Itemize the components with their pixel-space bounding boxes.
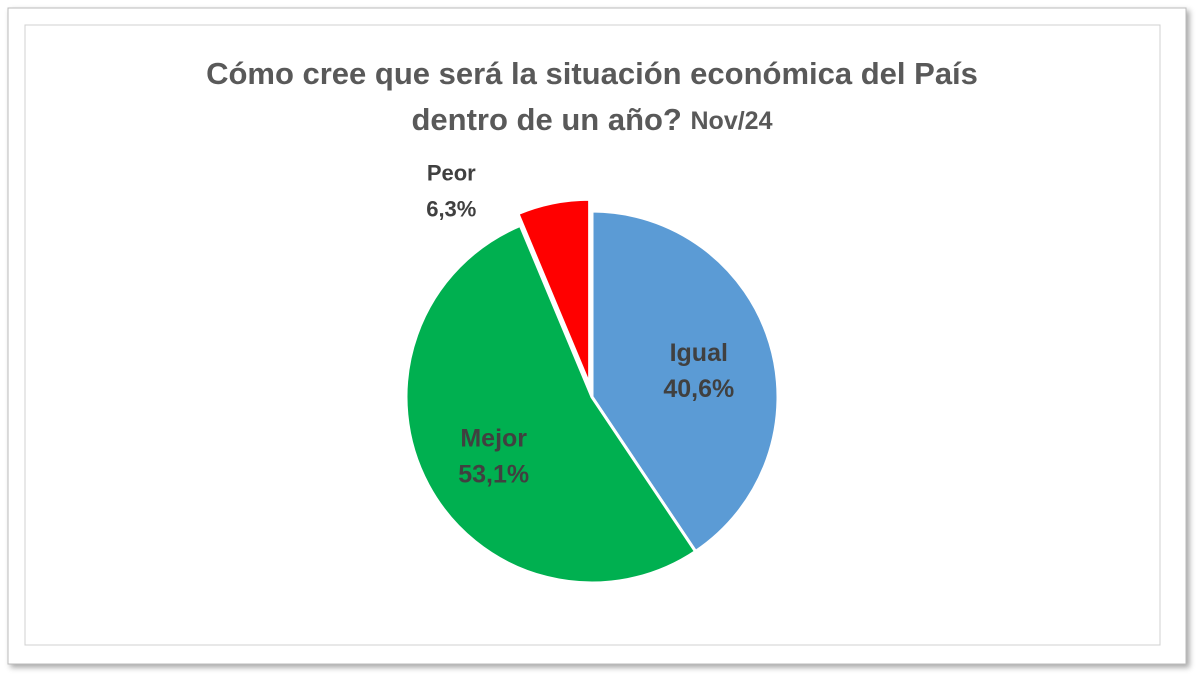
data-label-value: 53,1%: [458, 460, 529, 488]
data-label-value: 6,3%: [426, 197, 476, 222]
pie-slice: [590, 209, 780, 554]
data-label-category: Igual: [670, 339, 728, 367]
pie-slice: [404, 223, 698, 585]
chart-title: Cómo cree que será la situación económic…: [206, 56, 978, 91]
data-label-category: Mejor: [460, 424, 527, 452]
chart-subtitle: Nov/24: [691, 107, 773, 135]
data-label-category: Peor: [427, 161, 476, 186]
pie-slice: [515, 197, 592, 386]
chart-title: dentro de un año?: [412, 102, 682, 137]
data-label-value: 40,6%: [663, 375, 734, 403]
chart-title: dentro de un año? Nov/24: [412, 102, 773, 137]
